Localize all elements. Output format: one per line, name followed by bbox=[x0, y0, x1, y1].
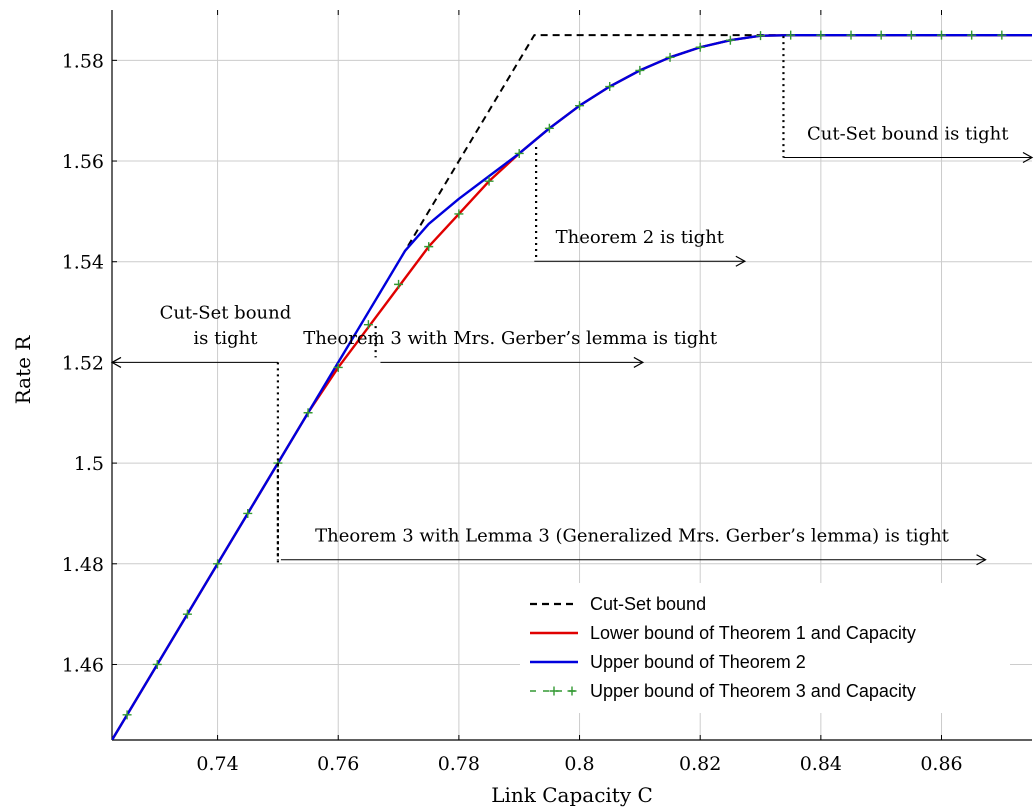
legend-label: Lower bound of Theorem 1 and Capacity bbox=[590, 623, 916, 643]
series-4-marker bbox=[243, 508, 253, 518]
axes bbox=[111, 10, 1032, 741]
annotation-text: Cut-Set bound bbox=[160, 303, 292, 324]
legend-label: Upper bound of Theorem 2 bbox=[590, 652, 806, 672]
x-tick-label: 0.74 bbox=[196, 753, 238, 775]
series-4-marker bbox=[846, 30, 856, 40]
annotation-text: Cut-Set bound is tight bbox=[807, 123, 1009, 144]
legend-entry-2: Lower bound of Theorem 1 and Capacity bbox=[530, 623, 916, 643]
series-4-marker bbox=[575, 101, 585, 111]
legend: Cut-Set bound Lower bound of Theorem 1 an… bbox=[520, 583, 1010, 713]
x-tick-label: 0.82 bbox=[679, 753, 721, 775]
legend-entry-3: Upper bound of Theorem 2 bbox=[530, 652, 806, 672]
y-axis-ticks: 1.46 1.48 1.5 1.52 1.54 1.56 1.58 bbox=[62, 50, 117, 676]
legend-label: Upper bound of Theorem 3 and Capacity bbox=[590, 681, 916, 701]
series-4-marker bbox=[122, 710, 132, 720]
series-4-marker bbox=[937, 30, 947, 40]
y-tick-label: 1.52 bbox=[62, 352, 104, 374]
plot-area bbox=[112, 30, 1032, 740]
x-tick-label: 0.76 bbox=[317, 753, 359, 775]
legend-marker bbox=[567, 686, 577, 696]
series-4-marker bbox=[605, 82, 615, 92]
x-axis-ticks: 0.74 0.76 0.78 0.8 0.82 0.84 0.86 bbox=[196, 10, 963, 775]
series-4-marker bbox=[454, 209, 464, 219]
annotation-4: Cut-Set bound is tight bbox=[782, 36, 1034, 164]
y-tick-label: 1.58 bbox=[62, 50, 104, 72]
annotation-text: Theorem 2 is tight bbox=[556, 227, 725, 248]
annotation-5: Theorem 3 with Lemma 3 (Generalized Mrs.… bbox=[276, 463, 987, 566]
series-4-marker bbox=[876, 30, 886, 40]
series-4-marker bbox=[725, 35, 735, 45]
y-tick-label: 1.56 bbox=[62, 151, 104, 173]
series-4-marker bbox=[363, 320, 373, 330]
series-4-marker bbox=[514, 148, 524, 158]
annotation-text: Theorem 3 with Mrs. Gerber’s lemma is ti… bbox=[303, 328, 718, 349]
series-4-marker bbox=[213, 559, 223, 569]
annotation-text: Theorem 3 with Lemma 3 (Generalized Mrs.… bbox=[315, 526, 950, 547]
series-4-marker bbox=[635, 65, 645, 75]
series-4-marker bbox=[906, 30, 916, 40]
legend-label: Cut-Set bound bbox=[590, 594, 706, 614]
y-axis-label: Rate R bbox=[11, 335, 35, 405]
annotation-1: Cut-Set bound is tight bbox=[110, 303, 292, 564]
series-4-marker bbox=[182, 609, 192, 619]
series-4-marker bbox=[424, 242, 434, 252]
legend-background bbox=[520, 583, 1010, 713]
series-4 bbox=[122, 30, 1007, 720]
series-4-marker bbox=[333, 362, 343, 372]
series-4-marker bbox=[967, 30, 977, 40]
series-4-marker bbox=[756, 31, 766, 41]
x-tick-label: 0.84 bbox=[800, 753, 842, 775]
series-3-line bbox=[112, 33, 1032, 740]
y-tick-label: 1.46 bbox=[62, 654, 104, 676]
x-tick-label: 0.86 bbox=[920, 753, 962, 775]
series-4-marker bbox=[786, 30, 796, 40]
series-4-marker bbox=[665, 52, 675, 62]
y-tick-label: 1.48 bbox=[62, 554, 104, 576]
series-4-marker bbox=[816, 30, 826, 40]
legend-marker bbox=[549, 686, 559, 696]
legend-entry-1: Cut-Set bound bbox=[530, 594, 706, 614]
y-tick-label: 1.54 bbox=[62, 252, 104, 274]
annotations: Cut-Set bound is tight Theorem 3 with Mrs.… bbox=[110, 36, 1034, 566]
annotation-text: is tight bbox=[193, 328, 258, 349]
annotation-3: Theorem 2 is tight bbox=[534, 146, 747, 267]
series-4-marker bbox=[152, 659, 162, 669]
y-tick-label: 1.5 bbox=[74, 453, 104, 475]
series-4-marker bbox=[997, 30, 1007, 40]
series-4-marker bbox=[544, 123, 554, 133]
x-tick-label: 0.78 bbox=[438, 753, 480, 775]
x-tick-label: 0.8 bbox=[564, 753, 594, 775]
series-3 bbox=[112, 33, 1032, 740]
series-4-marker bbox=[303, 408, 313, 418]
x-axis-label: Link Capacity C bbox=[491, 783, 653, 807]
series-4-marker bbox=[484, 176, 494, 186]
legend-entry-4: Upper bound of Theorem 3 and Capacity bbox=[530, 681, 916, 701]
annotation-2: Theorem 3 with Mrs. Gerber’s lemma is ti… bbox=[303, 326, 718, 368]
series-4-marker bbox=[695, 42, 705, 52]
series-4-marker bbox=[394, 279, 404, 289]
